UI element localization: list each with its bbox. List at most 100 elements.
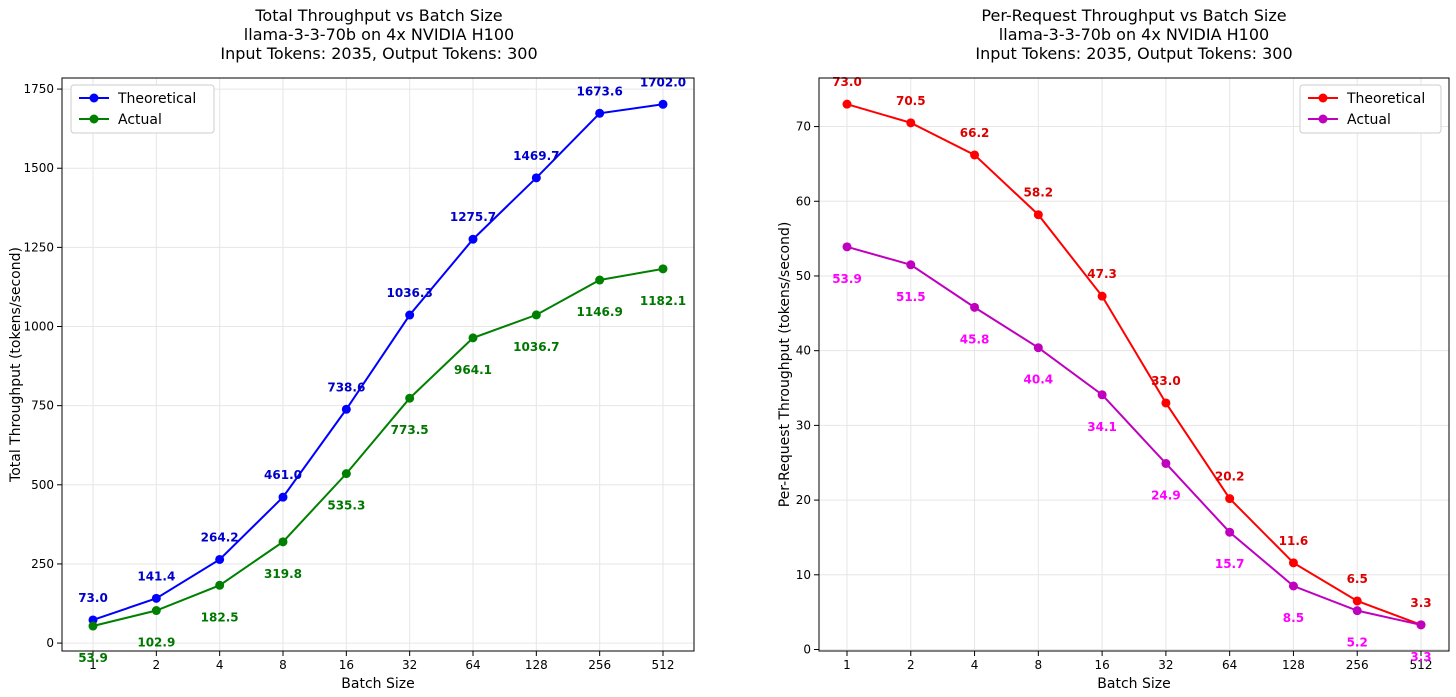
data-point xyxy=(531,173,541,183)
data-label: 102.9 xyxy=(137,636,175,650)
data-label: 51.5 xyxy=(896,290,926,304)
x-axis-label: Batch Size xyxy=(1097,676,1170,692)
y-tick-label: 50 xyxy=(796,269,811,283)
legend-label: Theoretical xyxy=(1346,91,1425,107)
data-point xyxy=(405,310,415,320)
data-point xyxy=(151,606,161,616)
x-tick-label: 512 xyxy=(652,658,675,672)
data-label: 33.0 xyxy=(1151,374,1181,388)
x-tick-label: 64 xyxy=(1222,658,1237,672)
data-point xyxy=(1352,606,1362,616)
data-label: 24.9 xyxy=(1151,488,1181,502)
data-point xyxy=(341,404,351,414)
x-tick-label: 128 xyxy=(1282,658,1305,672)
chart-title: Total Throughput vs Batch Size xyxy=(254,6,502,25)
series-theoretical: 73.0 70.5 66.2 58.2 47.3 33.0 20.2 11.6 6.5 3.3 xyxy=(832,75,1432,630)
data-point xyxy=(341,469,351,479)
data-point xyxy=(595,108,605,118)
data-point xyxy=(278,492,288,502)
x-tick-label: 8 xyxy=(1035,658,1043,672)
x-tick-label: 16 xyxy=(339,658,354,672)
x-tick-label: 32 xyxy=(402,658,417,672)
series-line xyxy=(846,103,1422,626)
data-point xyxy=(906,260,916,270)
chart-subtitle: Input Tokens: 2035, Output Tokens: 300 xyxy=(975,44,1292,63)
legend: Theoretical Actual xyxy=(70,84,215,134)
data-point xyxy=(1225,494,1235,504)
y-tick-label: 1750 xyxy=(23,82,54,96)
y-tick-label: 70 xyxy=(796,120,811,134)
legend-marker xyxy=(89,93,99,103)
data-point xyxy=(215,580,225,590)
data-point xyxy=(1416,620,1426,630)
data-point xyxy=(215,554,225,564)
y-tick-label: 30 xyxy=(796,418,811,432)
y-tick-label: 500 xyxy=(31,478,54,492)
data-point xyxy=(906,118,916,128)
data-point xyxy=(468,234,478,244)
data-label: 738.6 xyxy=(327,380,365,394)
y-tick-label: 1250 xyxy=(23,240,54,254)
grid-lines xyxy=(819,78,1449,651)
data-point xyxy=(1033,343,1043,353)
data-label: 264.2 xyxy=(201,530,239,544)
data-label: 1036.3 xyxy=(387,286,433,300)
legend-label: Actual xyxy=(1347,112,1391,128)
legend-label: Actual xyxy=(118,112,162,128)
data-point xyxy=(1288,581,1298,591)
data-point xyxy=(842,99,852,109)
x-tick-label: 2 xyxy=(153,658,161,672)
data-point xyxy=(468,333,478,343)
x-tick-label: 512 xyxy=(1410,658,1433,672)
data-label: 5.2 xyxy=(1347,636,1368,650)
data-label: 1702.0 xyxy=(640,75,686,89)
x-tick-label: 4 xyxy=(216,658,224,672)
chart-title: Per-Request Throughput vs Batch Size xyxy=(981,6,1286,25)
y-axis-label: Per-Request Throughput (tokens/second) xyxy=(777,222,793,508)
data-point xyxy=(1097,291,1107,301)
data-point xyxy=(595,275,605,285)
series-theoretical: 73.0 141.4 264.2 461.0 738.6 1036.3 1275.7 1469… xyxy=(78,75,686,625)
data-point xyxy=(842,242,852,252)
data-point xyxy=(1225,527,1235,537)
data-point xyxy=(1288,558,1298,568)
legend: Theoretical Actual xyxy=(1299,84,1442,134)
y-tick-label: 750 xyxy=(31,399,54,413)
data-point xyxy=(658,99,668,109)
x-tick-label: 256 xyxy=(588,658,611,672)
data-label: 1275.7 xyxy=(450,210,496,224)
data-label: 1146.9 xyxy=(577,305,623,319)
data-label: 66.2 xyxy=(960,126,990,140)
data-label: 34.1 xyxy=(1087,420,1117,434)
y-tick-label: 0 xyxy=(803,643,811,657)
data-point xyxy=(1161,398,1171,408)
data-label: 1673.6 xyxy=(577,84,623,98)
plot-frame xyxy=(818,77,1450,652)
data-label: 53.9 xyxy=(78,651,108,665)
x-tick-label: 128 xyxy=(525,658,548,672)
series-actual: 53.9 102.9 182.5 319.8 535.3 773.5 964.1 1036.7… xyxy=(78,264,686,665)
data-label: 461.0 xyxy=(264,468,302,482)
data-label: 964.1 xyxy=(454,363,492,377)
data-label: 15.7 xyxy=(1215,557,1245,571)
y-tick-label: 1000 xyxy=(23,320,54,334)
data-point xyxy=(1097,390,1107,400)
series-line xyxy=(92,267,664,627)
data-label: 141.4 xyxy=(137,569,175,583)
data-point xyxy=(1033,210,1043,220)
data-label: 8.5 xyxy=(1283,611,1304,625)
x-tick-label: 8 xyxy=(279,658,287,672)
data-label: 773.5 xyxy=(391,423,429,437)
data-point xyxy=(151,593,161,603)
y-axis-label: Total Throughput (tokens/second) xyxy=(8,247,24,483)
legend-marker xyxy=(1318,93,1328,103)
data-point xyxy=(1161,458,1171,468)
y-tick-label: 1500 xyxy=(23,161,54,175)
chart-subtitle: llama-3-3-70b on 4x NVIDIA H100 xyxy=(999,25,1269,44)
x-tick-label: 2 xyxy=(907,658,915,672)
chart-subtitle: Input Tokens: 2035, Output Tokens: 300 xyxy=(220,44,537,63)
data-label: 182.5 xyxy=(201,610,239,624)
data-label: 45.8 xyxy=(960,332,990,346)
